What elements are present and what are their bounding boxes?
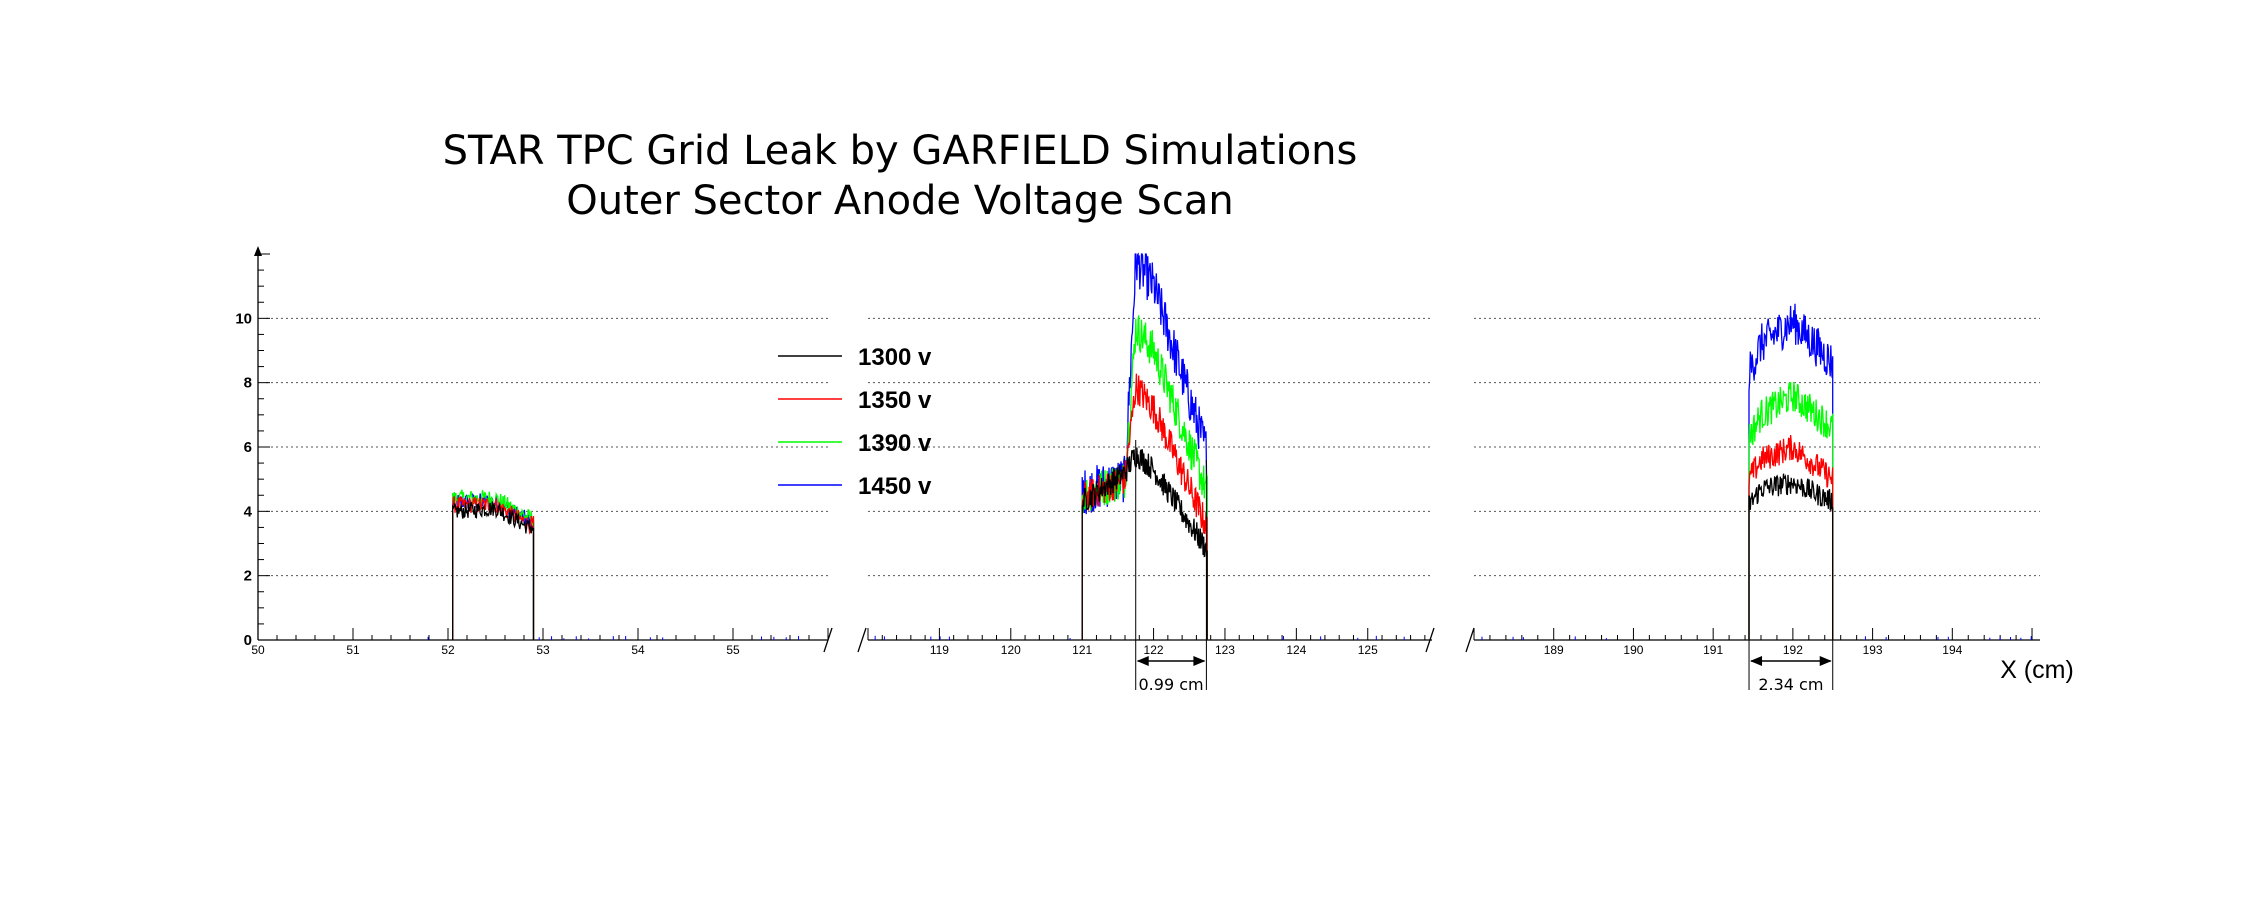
width-annotation-panel-3: 2.34 cm bbox=[1748, 640, 1834, 694]
x-tick-label-125: 125 bbox=[1358, 643, 1378, 657]
y-tick-label-4: 4 bbox=[244, 503, 253, 520]
x-tick-label-189: 189 bbox=[1544, 643, 1564, 657]
legend-label: 1300 v bbox=[858, 344, 932, 371]
x-tick-label-193: 193 bbox=[1863, 643, 1883, 657]
series-1350-v-panel-1 bbox=[452, 495, 535, 640]
chart-subtitle: Outer Sector Anode Voltage Scan bbox=[566, 178, 1234, 224]
legend-entry-1350-v: 1350 v bbox=[778, 387, 932, 414]
legend-label: 1390 v bbox=[858, 430, 932, 457]
x-tick-label-120: 120 bbox=[1001, 643, 1021, 657]
annotation-label-panel-3: 2.34 cm bbox=[1758, 675, 1823, 694]
y-tick-label-6: 6 bbox=[244, 439, 252, 456]
y-tick-label-2: 2 bbox=[244, 568, 252, 585]
annotations: 0.99 cm 2.34 cm bbox=[1135, 440, 1834, 694]
y-tick-label-0: 0 bbox=[244, 632, 252, 649]
y-tick-label-8: 8 bbox=[244, 375, 252, 392]
x-tick-label-192: 192 bbox=[1783, 643, 1803, 657]
x-tick-label-190: 190 bbox=[1623, 643, 1643, 657]
series-1450-v-panel-2 bbox=[1081, 252, 1208, 640]
arrowhead-right-icon bbox=[1819, 656, 1832, 666]
axes: 0 2 4 6 8 10 50 51 52 53 54 55 119 120 121 122 123 124 125… bbox=[235, 246, 2040, 657]
x-tick-label-191: 191 bbox=[1703, 643, 1723, 657]
annotation-label-panel-2: 0.99 cm bbox=[1139, 675, 1204, 694]
chart-title: STAR TPC Grid Leak by GARFIELD Simulatio… bbox=[443, 128, 1358, 174]
axis-break-mark bbox=[1465, 627, 1475, 653]
x-tick-label-122: 122 bbox=[1144, 643, 1164, 657]
legend-label: 1350 v bbox=[858, 387, 932, 414]
axis-break-mark bbox=[1425, 627, 1435, 653]
axis-break-mark bbox=[857, 627, 867, 653]
x-tick-label-51: 51 bbox=[346, 643, 360, 657]
legend-entry-1300-v: 1300 v bbox=[778, 344, 932, 371]
x-tick-label-124: 124 bbox=[1286, 643, 1306, 657]
x-tick-label-52: 52 bbox=[441, 643, 455, 657]
series-1300-v-panel-1 bbox=[452, 501, 535, 640]
legend-label: 1450 v bbox=[858, 473, 932, 500]
series-1450-v-panel-3 bbox=[1748, 303, 1834, 640]
series-1390-v-panel-3 bbox=[1748, 381, 1834, 640]
y-tick-label-10: 10 bbox=[235, 310, 252, 327]
legend-entry-1450-v: 1450 v bbox=[778, 473, 932, 500]
x-axis-label: X (cm) bbox=[2000, 656, 2074, 684]
x-tick-label-119: 119 bbox=[930, 643, 949, 657]
legend: 1300 v 1350 v 1390 v 1450 v bbox=[778, 344, 932, 500]
arrowhead-left-icon bbox=[1136, 656, 1149, 666]
x-tick-label-50: 50 bbox=[251, 643, 265, 657]
axis-break-mark bbox=[823, 627, 833, 653]
series-1350-v-panel-2 bbox=[1081, 373, 1208, 640]
series-layer bbox=[427, 252, 2032, 640]
grid bbox=[266, 317, 2040, 577]
x-tick-label-55: 55 bbox=[726, 643, 740, 657]
series-1300-v-panel-3 bbox=[1748, 473, 1834, 640]
series-1350-v-panel-3 bbox=[1748, 434, 1834, 640]
x-tick-label-194: 194 bbox=[1942, 643, 1962, 657]
x-tick-label-53: 53 bbox=[536, 643, 550, 657]
width-annotation-panel-2: 0.99 cm bbox=[1135, 440, 1207, 694]
arrowhead-right-icon bbox=[1193, 656, 1206, 666]
x-tick-label-121: 121 bbox=[1072, 643, 1092, 657]
legend-entry-1390-v: 1390 v bbox=[778, 430, 932, 457]
x-tick-label-54: 54 bbox=[631, 643, 645, 657]
x-tick-label-123: 123 bbox=[1215, 643, 1235, 657]
series-1300-v-panel-2 bbox=[1081, 447, 1208, 640]
arrowhead-left-icon bbox=[1750, 656, 1763, 666]
